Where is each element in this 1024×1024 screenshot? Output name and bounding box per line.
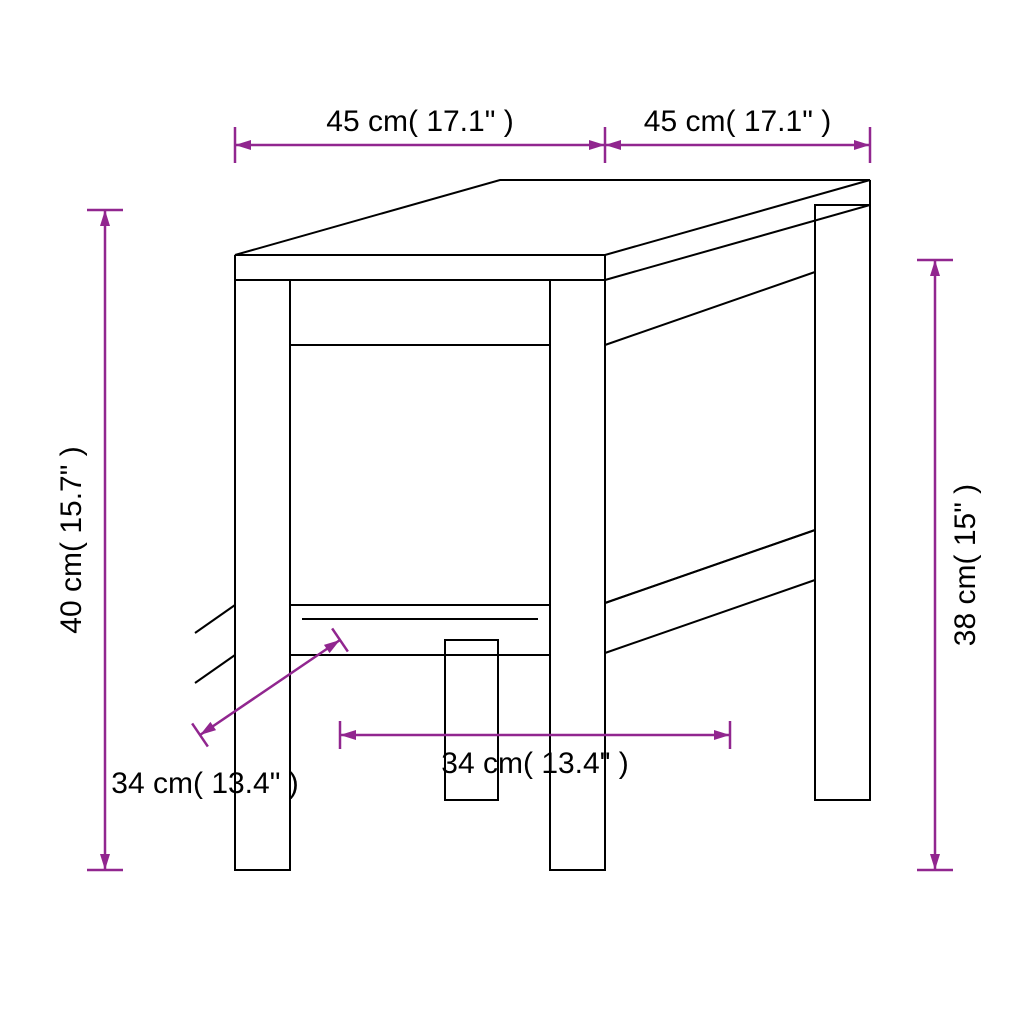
dim-left-height: 40 cm( 15.7" ) bbox=[55, 446, 88, 633]
dim-top-width: 45 cm( 17.1" ) bbox=[326, 105, 513, 138]
dim-right-height: 38 cm( 15" ) bbox=[949, 484, 982, 646]
dim-shelf-depth: 34 cm( 13.4" ) bbox=[111, 767, 298, 800]
dim-top-depth: 45 cm( 17.1" ) bbox=[644, 105, 831, 138]
dim-shelf-width: 34 cm( 13.4" ) bbox=[441, 747, 628, 780]
